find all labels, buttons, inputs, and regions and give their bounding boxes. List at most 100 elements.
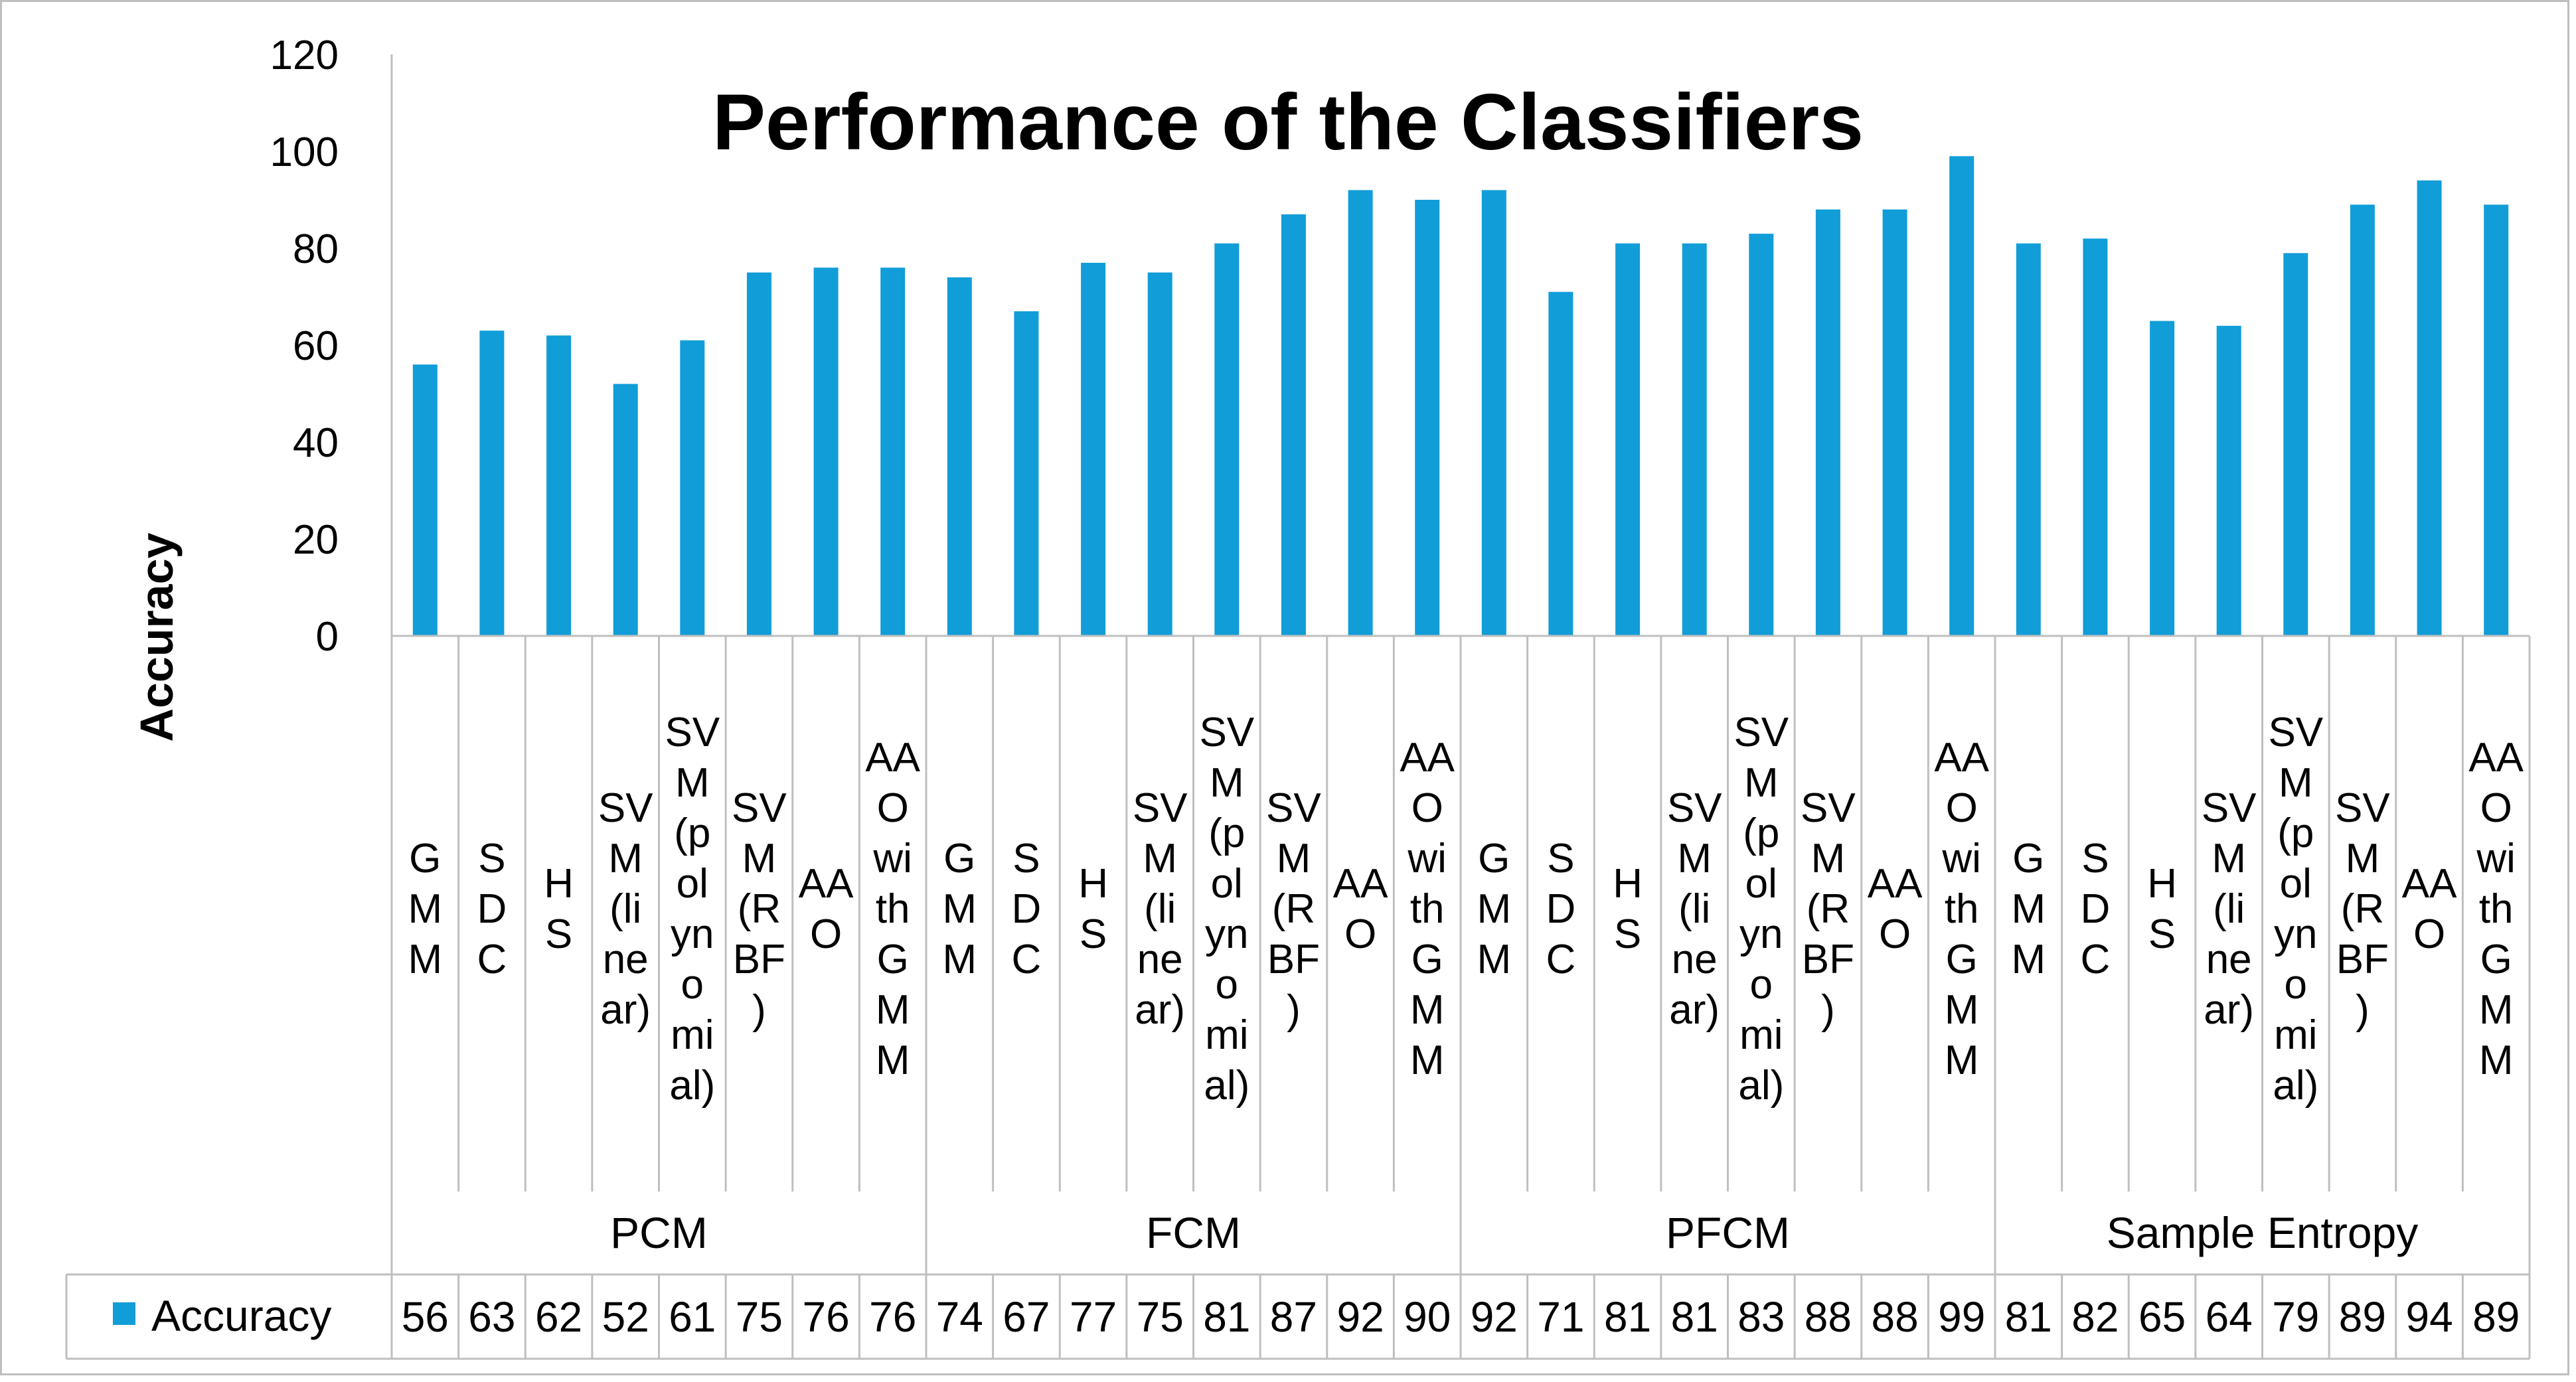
bar [1214,243,1240,636]
y-axis-label: Accuracy [131,532,183,741]
bar [2083,238,2108,636]
bar [479,331,505,636]
bar [1548,291,1573,636]
table-value: 89 [2339,1293,2386,1341]
chart-title: Performance of the Classifiers [712,78,1864,167]
category-labels-layer: G M MS D CH SSV M (li ne ar)SV M (p ol yn o mi al)SV M (R B… [408,710,2524,1257]
bar [2350,204,2375,636]
category-label: SV M (p ol yn o mi al) [665,710,720,1109]
table-value: 94 [2406,1293,2453,1341]
bar [1949,156,1974,637]
bar [1281,214,1306,636]
bars-layer [412,156,2509,637]
bar [1147,272,1172,636]
category-label: SV M (R BF) [1801,785,1856,1033]
table-value: 75 [1137,1293,1184,1341]
table-value: 79 [2272,1293,2319,1341]
y-tick-label: 60 [293,323,339,369]
category-label: SV M (li ne ar) [1133,785,1188,1033]
table-value: 65 [2138,1293,2186,1341]
table-value: 89 [2472,1293,2520,1341]
table-value: 64 [2206,1293,2253,1341]
bar [412,364,438,636]
bar [813,268,839,636]
table-value: 87 [1270,1293,1317,1341]
bar [1415,200,1440,636]
bar [2283,253,2308,636]
y-tick-label: 120 [270,33,339,78]
bar [2016,243,2041,636]
bar [947,277,972,636]
category-label: SV M (R BF) [732,785,787,1033]
bar [1081,262,1106,636]
category-label: SV M (R BF) [1266,785,1321,1033]
table-value: 71 [1537,1293,1584,1341]
bar [2417,180,2442,636]
table-value: 90 [1404,1293,1451,1341]
table-value: 92 [1471,1293,1518,1341]
category-label: SV M (p ol yn o mi al) [1733,710,1789,1109]
table-value: 77 [1070,1293,1117,1341]
table-value: 63 [468,1293,515,1341]
table-value: 88 [1805,1293,1852,1341]
table-value: 81 [1203,1293,1250,1341]
bar [546,335,572,636]
bar [1481,190,1506,636]
group-label: PFCM [1666,1208,1790,1257]
bar [1014,311,1039,636]
table-value: 83 [1737,1293,1785,1341]
category-label: SV M (p ol yn o mi al) [1199,710,1254,1109]
bar [2150,321,2175,636]
table-value: 61 [669,1293,716,1341]
category-label: SV M (li ne ar) [1667,785,1722,1033]
axes-layer: 0 20 40 60 80 100 120 [65,33,2531,1360]
table-value: 81 [2005,1293,2052,1341]
table-value: 88 [1872,1293,1919,1341]
bar [613,384,638,636]
bar [2216,325,2241,636]
category-label: AA O [799,861,854,957]
category-label: SV M (R BF) [2335,785,2390,1033]
legend-swatch [113,1302,135,1325]
y-tick-label: 100 [270,129,339,175]
table-value: 52 [602,1293,649,1341]
table-value: 76 [803,1293,850,1341]
y-tick-label: 80 [293,226,339,272]
table-value: 82 [2071,1293,2119,1341]
bar [1682,243,1707,636]
table-value: 56 [402,1293,449,1341]
table-value: 67 [1003,1293,1050,1341]
table-value: 81 [1671,1293,1718,1341]
bar [880,268,906,636]
bar [2484,204,2509,636]
category-label: SV M (li ne ar) [2202,785,2257,1033]
category-label: SV M (p ol yn o mi al) [2268,710,2323,1109]
legend-label: Accuracy [151,1291,331,1340]
table-value: 62 [535,1293,582,1341]
table-value: 74 [936,1293,983,1341]
bar [1882,209,1907,637]
y-tick-label: 40 [293,420,339,466]
bar [1815,209,1840,637]
data-table-layer: Accuracy 56 63 62 52 61 75 76 76 74 67 77 75 81 87 92 90… [113,1291,2520,1341]
category-label: AA O [2402,861,2457,957]
table-value: 92 [1337,1293,1384,1341]
y-tick-label: 20 [293,517,339,563]
bar [746,272,771,636]
y-tick-label: 0 [316,614,339,660]
